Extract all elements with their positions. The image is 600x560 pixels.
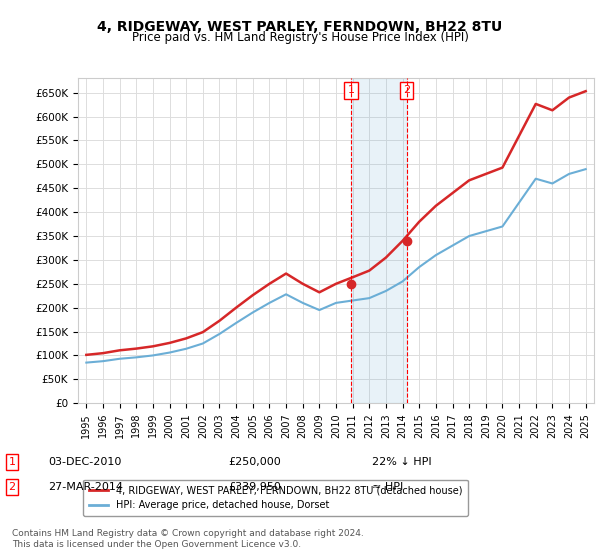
Text: Contains HM Land Registry data © Crown copyright and database right 2024.
This d: Contains HM Land Registry data © Crown c… <box>12 529 364 549</box>
Text: £250,000: £250,000 <box>228 457 281 467</box>
Text: 2: 2 <box>8 482 16 492</box>
Text: ≈ HPI: ≈ HPI <box>372 482 403 492</box>
Text: 1: 1 <box>8 457 16 467</box>
Text: Price paid vs. HM Land Registry's House Price Index (HPI): Price paid vs. HM Land Registry's House … <box>131 31 469 44</box>
Legend: 4, RIDGEWAY, WEST PARLEY, FERNDOWN, BH22 8TU (detached house), HPI: Average pric: 4, RIDGEWAY, WEST PARLEY, FERNDOWN, BH22… <box>83 479 468 516</box>
Text: £339,950: £339,950 <box>228 482 281 492</box>
Text: 4, RIDGEWAY, WEST PARLEY, FERNDOWN, BH22 8TU: 4, RIDGEWAY, WEST PARLEY, FERNDOWN, BH22… <box>97 20 503 34</box>
Text: 2: 2 <box>403 85 410 95</box>
Text: 27-MAR-2014: 27-MAR-2014 <box>48 482 123 492</box>
Text: 1: 1 <box>348 85 355 95</box>
Bar <box>352 78 407 403</box>
Text: 22% ↓ HPI: 22% ↓ HPI <box>372 457 431 467</box>
Text: 03-DEC-2010: 03-DEC-2010 <box>48 457 121 467</box>
